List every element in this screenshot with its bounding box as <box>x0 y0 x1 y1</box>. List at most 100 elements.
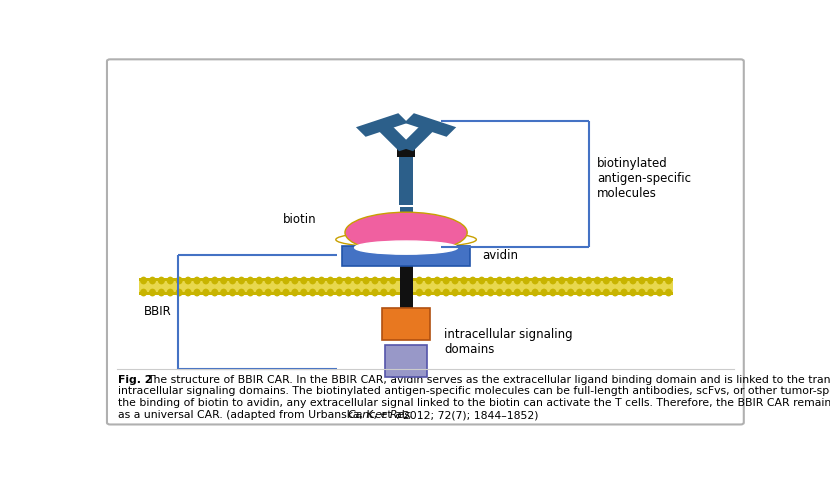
Ellipse shape <box>203 276 209 285</box>
FancyBboxPatch shape <box>397 149 415 157</box>
Ellipse shape <box>345 212 467 253</box>
Ellipse shape <box>487 276 494 285</box>
Text: biotin: biotin <box>282 213 316 226</box>
Ellipse shape <box>514 289 521 297</box>
Ellipse shape <box>665 289 672 297</box>
Ellipse shape <box>665 276 672 285</box>
Ellipse shape <box>344 276 352 285</box>
Ellipse shape <box>505 276 512 285</box>
Ellipse shape <box>176 276 183 285</box>
Text: avidin: avidin <box>482 249 518 262</box>
Ellipse shape <box>220 289 227 297</box>
FancyBboxPatch shape <box>139 278 673 296</box>
Ellipse shape <box>354 289 361 297</box>
Ellipse shape <box>505 289 512 297</box>
Text: BBIR: BBIR <box>144 305 171 318</box>
Text: The structure of BBIR CAR. In the BBIR CAR, avidin serves as the extracellular l: The structure of BBIR CAR. In the BBIR C… <box>148 375 830 385</box>
Ellipse shape <box>442 276 450 285</box>
Ellipse shape <box>469 289 476 297</box>
Ellipse shape <box>193 276 201 285</box>
Ellipse shape <box>496 276 503 285</box>
Ellipse shape <box>425 289 432 297</box>
FancyBboxPatch shape <box>400 207 413 240</box>
Ellipse shape <box>354 241 457 254</box>
Ellipse shape <box>629 289 637 297</box>
Ellipse shape <box>256 289 263 297</box>
Ellipse shape <box>478 276 486 285</box>
Ellipse shape <box>433 289 441 297</box>
Ellipse shape <box>274 289 281 297</box>
Ellipse shape <box>327 289 334 297</box>
Ellipse shape <box>549 276 556 285</box>
FancyBboxPatch shape <box>400 255 413 256</box>
Ellipse shape <box>184 289 192 297</box>
Ellipse shape <box>416 289 423 297</box>
Ellipse shape <box>309 289 316 297</box>
Ellipse shape <box>478 289 486 297</box>
Ellipse shape <box>585 289 592 297</box>
Ellipse shape <box>531 289 539 297</box>
Text: Fig. 2: Fig. 2 <box>118 375 156 385</box>
Text: the binding of biotin to avidin, any extracellular signal linked to the biotin c: the binding of biotin to avidin, any ext… <box>118 398 830 408</box>
Ellipse shape <box>523 289 530 297</box>
Ellipse shape <box>621 289 627 297</box>
Polygon shape <box>356 113 408 137</box>
Ellipse shape <box>211 289 218 297</box>
Polygon shape <box>399 123 437 151</box>
Ellipse shape <box>452 289 459 297</box>
Ellipse shape <box>603 289 610 297</box>
Ellipse shape <box>149 289 156 297</box>
Ellipse shape <box>612 289 618 297</box>
Ellipse shape <box>291 289 299 297</box>
Ellipse shape <box>229 289 236 297</box>
Ellipse shape <box>647 289 654 297</box>
Ellipse shape <box>300 276 307 285</box>
FancyBboxPatch shape <box>139 281 673 292</box>
Ellipse shape <box>371 289 378 297</box>
Ellipse shape <box>559 276 565 285</box>
Text: biotinylated
antigen-specific
molecules: biotinylated antigen-specific molecules <box>597 157 691 200</box>
Ellipse shape <box>140 276 147 285</box>
FancyBboxPatch shape <box>400 266 413 308</box>
Ellipse shape <box>567 276 574 285</box>
Text: as a universal CAR. (adapted from Urbanska, K, et al.;: as a universal CAR. (adapted from Urbans… <box>118 410 415 420</box>
Ellipse shape <box>238 289 245 297</box>
Polygon shape <box>375 123 413 151</box>
Ellipse shape <box>523 276 530 285</box>
Ellipse shape <box>638 276 646 285</box>
Ellipse shape <box>282 276 290 285</box>
Ellipse shape <box>425 276 432 285</box>
Ellipse shape <box>363 289 369 297</box>
Ellipse shape <box>256 276 263 285</box>
Ellipse shape <box>389 276 396 285</box>
Text: Cancer Res: Cancer Res <box>349 410 410 420</box>
Ellipse shape <box>238 276 245 285</box>
Ellipse shape <box>220 276 227 285</box>
Ellipse shape <box>203 289 209 297</box>
Ellipse shape <box>487 289 494 297</box>
Ellipse shape <box>540 289 548 297</box>
Ellipse shape <box>149 276 156 285</box>
Ellipse shape <box>176 289 183 297</box>
FancyBboxPatch shape <box>342 246 471 266</box>
Ellipse shape <box>452 276 459 285</box>
Ellipse shape <box>593 289 601 297</box>
Ellipse shape <box>469 276 476 285</box>
Ellipse shape <box>416 276 423 285</box>
Ellipse shape <box>336 276 343 285</box>
Ellipse shape <box>247 276 254 285</box>
Ellipse shape <box>629 276 637 285</box>
Ellipse shape <box>380 289 388 297</box>
Ellipse shape <box>158 276 165 285</box>
Ellipse shape <box>274 276 281 285</box>
Ellipse shape <box>247 289 254 297</box>
Ellipse shape <box>282 289 290 297</box>
Polygon shape <box>404 113 456 137</box>
Ellipse shape <box>380 276 388 285</box>
Ellipse shape <box>433 276 441 285</box>
Ellipse shape <box>576 276 583 285</box>
Ellipse shape <box>638 289 646 297</box>
Ellipse shape <box>167 276 173 285</box>
Ellipse shape <box>336 231 476 248</box>
Ellipse shape <box>211 276 218 285</box>
